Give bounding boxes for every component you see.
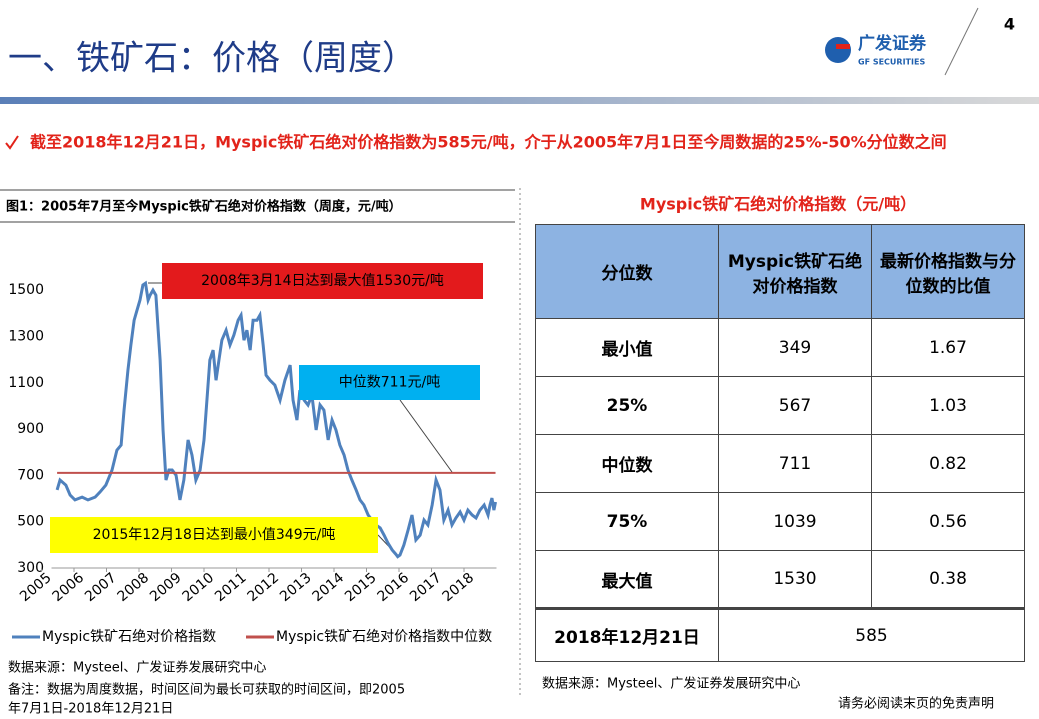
- logo-slash: [944, 7, 979, 76]
- annotation-text: 2015年12月18日达到最小值349元/吨: [93, 527, 336, 543]
- table-cell: 1.67: [871, 318, 1025, 377]
- table-cell: 0.56: [871, 492, 1025, 551]
- table-cell: 中位数: [535, 434, 719, 493]
- y-tick-label: 1300: [8, 328, 44, 344]
- y-tick-label: 500: [17, 514, 44, 530]
- x-tick-label: 2016: [375, 570, 413, 605]
- x-tick-label: 2010: [180, 570, 218, 605]
- x-tick-label: 2009: [147, 570, 185, 605]
- table-cell: 349: [718, 318, 872, 377]
- chart-source: 数据来源：Mysteel、广发证券发展研究中心: [8, 660, 266, 676]
- annotation-text: 中位数711元/吨: [339, 375, 440, 391]
- x-tick-label: 2007: [82, 570, 120, 605]
- annotation-box: [50, 517, 378, 553]
- table-source: 数据来源：Mysteel、广发证券发展研究中心: [542, 676, 800, 692]
- table-cell: 25%: [535, 376, 719, 435]
- table-cell: 711: [718, 434, 872, 493]
- table-row: 最小值 349 1.67: [535, 318, 1025, 377]
- logo-subtitle: GF SECURITIES: [858, 58, 925, 67]
- table-cell: 75%: [535, 492, 719, 551]
- check-icon: [5, 135, 19, 150]
- table-cell: 0.82: [871, 434, 1025, 493]
- x-tick-label: 2008: [115, 570, 153, 605]
- x-tick-label: 2014: [310, 570, 348, 605]
- page-number: 4: [1004, 15, 1015, 34]
- x-tick-label: 2013: [277, 570, 315, 605]
- table-row: 75% 1039 0.56: [535, 492, 1025, 551]
- table-cell: Myspic铁矿石绝对价格指数: [718, 224, 872, 319]
- table-cell: 最小值: [535, 318, 719, 377]
- table-row: 分位数 Myspic铁矿石绝对价格指数 最新价格指数与分位数的比值: [535, 224, 1025, 319]
- x-tick-label: 2017: [407, 570, 445, 605]
- quantile-table: 分位数 Myspic铁矿石绝对价格指数 最新价格指数与分位数的比值 最小值 349 1.6…: [535, 224, 1025, 662]
- figure-caption: 图1：2005年7月至今Myspic铁矿石绝对价格指数（周度，元/吨）: [6, 199, 402, 215]
- x-tick-label: 2012: [245, 570, 283, 605]
- y-tick-label: 1100: [8, 375, 44, 391]
- table-cell: 0.38: [871, 550, 1025, 609]
- x-tick-label: 2018: [440, 570, 478, 605]
- legend-label: Myspic铁矿石绝对价格指数: [42, 629, 216, 645]
- table-cell: 最新价格指数与分位数的比值: [871, 224, 1025, 319]
- table-cell: 1.03: [871, 376, 1025, 435]
- legend-label: Myspic铁矿石绝对价格指数中位数: [276, 629, 492, 645]
- chart-note: 备注：数据为周度数据，时间区间为最长可获取的时间区间，即2005: [8, 682, 405, 698]
- annotation-connector: [399, 399, 453, 473]
- title-bar: [0, 97, 1039, 104]
- y-tick-label: 900: [17, 421, 44, 437]
- table-title: Myspic铁矿石绝对价格指数（元/吨）: [640, 195, 916, 214]
- table-cell: 最大值: [535, 550, 719, 609]
- y-tick-label: 1500: [8, 282, 44, 298]
- table-row: 2018年12月21日 585: [535, 608, 1025, 662]
- table-cell: 1530: [718, 550, 872, 609]
- table-row: 25% 567 1.03: [535, 376, 1025, 435]
- x-tick-label: 2011: [212, 570, 250, 605]
- x-tick-label: 2006: [50, 570, 88, 605]
- y-tick-label: 300: [17, 560, 44, 576]
- table-row: 中位数 711 0.82: [535, 434, 1025, 493]
- table-cell: 分位数: [535, 224, 719, 319]
- summary: 截至2018年12月21日，Myspic铁矿石绝对价格指数为585元/吨，介于从…: [30, 133, 947, 152]
- table-cell: 585: [718, 608, 1025, 662]
- y-tick-label: 700: [17, 467, 44, 483]
- series-line: [55, 280, 497, 559]
- chart-note: 年7月1日-2018年12月21日: [8, 702, 173, 717]
- table-cell: 567: [718, 376, 872, 435]
- annotation-box: [162, 263, 483, 299]
- annotation-box: [299, 365, 480, 400]
- logo-name: 广发证券: [858, 33, 927, 54]
- logo-icon-bar: [836, 44, 850, 49]
- table-cell: 1039: [718, 492, 872, 551]
- annotation-text: 2008年3月14日达到最大值1530元/吨: [201, 273, 444, 289]
- logo-icon: [825, 37, 851, 63]
- disclaimer: 请务必阅读末页的免责声明: [838, 696, 994, 712]
- table-row: 最大值 1530 0.38: [535, 550, 1025, 609]
- x-tick-label: 2015: [342, 570, 380, 605]
- page-title: 一、铁矿石：价格（周度）: [8, 39, 416, 79]
- table-cell: 2018年12月21日: [535, 608, 719, 662]
